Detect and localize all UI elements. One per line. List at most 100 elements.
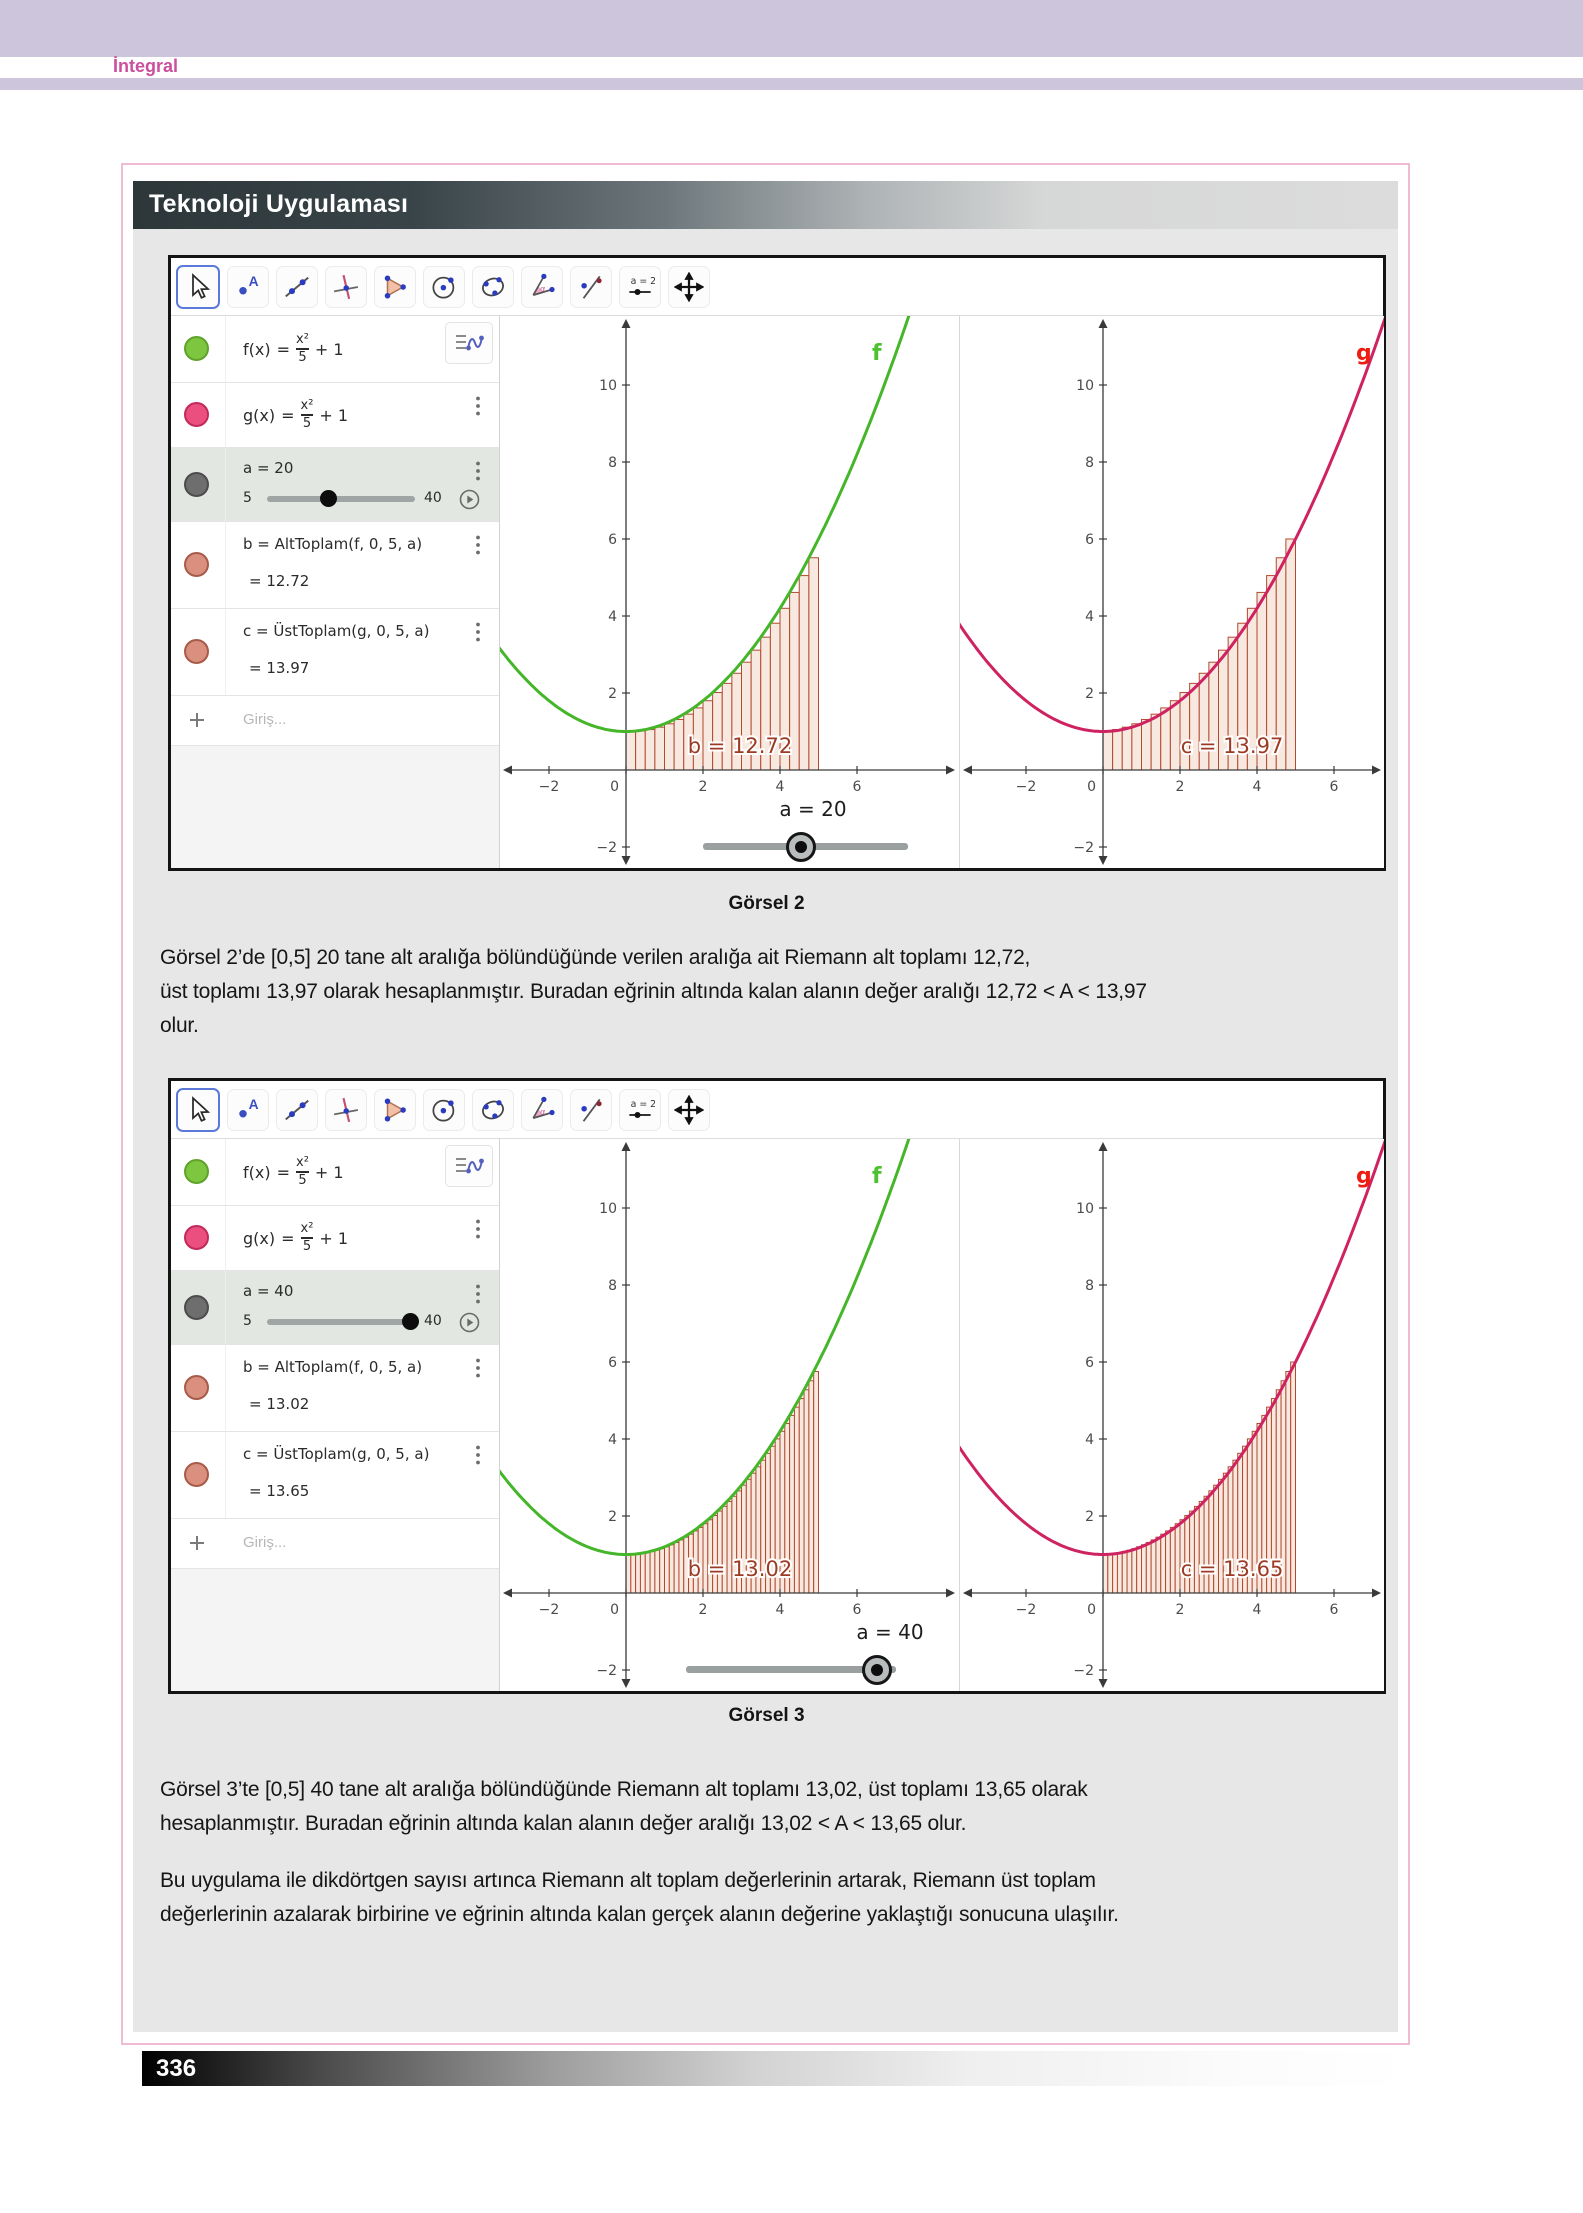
svg-text:−2: −2	[1016, 1602, 1037, 1618]
visibility-toggle-f[interactable]	[184, 336, 209, 361]
algebra-row-b: b = AltToplam(f, 0, 5, a) = 12.72	[171, 522, 499, 609]
graphics-view-g[interactable]: 10 8 6 4 2 −2 −2 0 2 4 6 g c = 13.65	[959, 1139, 1384, 1691]
svg-text:g: g	[1356, 1164, 1372, 1189]
algebra-row-a-slider: a = 20 5 40	[171, 448, 499, 522]
row-menu-icon[interactable]	[475, 1283, 481, 1310]
svg-text:6: 6	[1085, 532, 1094, 548]
riemann-lower-sum-plot[interactable]: 10 8 6 4 2 −2 −2 0 2 4 6 f b = 12.72	[500, 316, 958, 868]
slider-tool[interactable]: a = 2	[619, 1088, 661, 1131]
svg-text:A: A	[249, 273, 259, 288]
paragraph-gorsel3: Görsel 3’te [0,5] 40 tane alt aralığa bö…	[160, 1773, 1390, 1841]
algebra-input-placeholder: Giriş...	[243, 1534, 287, 1551]
svg-text:6: 6	[1330, 779, 1339, 795]
f-lhs: f(x)	[243, 1162, 271, 1182]
svg-text:6: 6	[1330, 1602, 1339, 1618]
graphics-view-f[interactable]: 10 8 6 4 2 −2 −2 0 2 4 6 f b = 12.72 a = 20	[500, 316, 958, 868]
point-tool[interactable]: A	[227, 265, 269, 308]
graphics-view-f[interactable]: 10 8 6 4 2 −2 −2 0 2 4 6 f b = 13.02 a = 40	[500, 1139, 958, 1691]
svg-text:−2: −2	[1073, 1663, 1094, 1679]
algebra-row-b: b = AltToplam(f, 0, 5, a) = 13.02	[171, 1345, 499, 1432]
algebra-empty-area	[171, 746, 499, 868]
move-graphics-view-tool[interactable]	[668, 1088, 710, 1131]
row-menu-icon[interactable]	[475, 1218, 481, 1245]
slider-knob[interactable]	[320, 490, 337, 507]
svg-text:2: 2	[608, 686, 617, 702]
visibility-toggle-f[interactable]	[184, 1159, 209, 1184]
svg-text:c = 13.97: c = 13.97	[1181, 734, 1284, 758]
slider-a-value: a = 20	[243, 459, 294, 477]
graphics-view-g[interactable]: 10 8 6 4 2 −2 −2 0 2 4 6 g c = 13.97	[959, 316, 1384, 868]
slider-track[interactable]	[267, 1319, 415, 1325]
row-menu-icon[interactable]	[475, 1444, 481, 1471]
svg-text:4: 4	[1085, 609, 1094, 625]
slider-knob[interactable]	[402, 1313, 419, 1330]
svg-text:8: 8	[608, 455, 617, 471]
paragraph-line: hesaplanmıştır. Buradan eğrinin altında …	[160, 1812, 967, 1835]
move-graphics-view-tool[interactable]	[668, 265, 710, 308]
polygon-tool[interactable]	[374, 265, 416, 308]
row-menu-icon[interactable]	[475, 621, 481, 648]
visibility-toggle-a[interactable]	[184, 471, 209, 497]
svg-text:10: 10	[1076, 378, 1094, 394]
slider-tool[interactable]: a = 2	[619, 265, 661, 308]
slider-track[interactable]	[267, 496, 415, 502]
visibility-toggle-b[interactable]	[184, 1375, 209, 1400]
svg-text:0: 0	[610, 779, 619, 795]
visibility-toggle-c[interactable]	[184, 1462, 209, 1487]
move-tool[interactable]	[176, 264, 220, 309]
visibility-toggle-a[interactable]	[184, 1294, 209, 1320]
algebra-empty-area	[171, 1569, 499, 1691]
visibility-toggle-c[interactable]	[184, 639, 209, 664]
riemann-lower-sum-plot[interactable]: 10 8 6 4 2 −2 −2 0 2 4 6 f b = 13.02	[500, 1139, 958, 1691]
line-tool[interactable]	[276, 1088, 318, 1131]
angle-tool[interactable]: α	[521, 265, 563, 308]
riemann-upper-sum-plot[interactable]: 10 8 6 4 2 −2 −2 0 2 4 6 g c = 13.97	[960, 316, 1384, 868]
geogebra-toolbar: A α a = 2	[171, 1081, 1383, 1139]
line-tool[interactable]	[276, 265, 318, 308]
paragraph-gorsel2: Görsel 2’de [0,5] 20 tane alt aralığa bö…	[160, 941, 1390, 1043]
circle-tool[interactable]	[423, 1088, 465, 1131]
row-menu-icon[interactable]	[475, 534, 481, 561]
svg-text:4: 4	[776, 779, 785, 795]
animate-play-icon[interactable]	[459, 1312, 480, 1338]
b-formula: b = AltToplam(f, 0, 5, a)	[243, 535, 423, 553]
algebra-style-icon[interactable]	[445, 322, 493, 364]
geogebra-screenshot-gorsel2: A α a = 2 f(x) = x² 5 + 1 g(x)	[168, 255, 1386, 871]
row-menu-icon[interactable]	[475, 1357, 481, 1384]
visibility-toggle-g[interactable]	[184, 1225, 209, 1250]
graph-slider-track[interactable]	[686, 1666, 896, 1673]
algebra-input-row[interactable]: Giriş...	[171, 1519, 499, 1569]
visibility-toggle-b[interactable]	[184, 552, 209, 577]
svg-text:0: 0	[1087, 779, 1096, 795]
paragraph-line: Görsel 3’te [0,5] 40 tane alt aralığa bö…	[160, 1778, 1088, 1801]
animate-play-icon[interactable]	[459, 489, 480, 515]
svg-text:2: 2	[1085, 1509, 1094, 1525]
paragraph-line: Bu uygulama ile dikdörtgen sayısı artınc…	[160, 1869, 1096, 1892]
visibility-toggle-g[interactable]	[184, 402, 209, 427]
row-menu-icon[interactable]	[475, 460, 481, 487]
graph-slider-knob[interactable]	[786, 832, 816, 862]
reflect-tool[interactable]	[570, 265, 612, 308]
svg-text:A: A	[249, 1096, 259, 1111]
riemann-upper-sum-plot[interactable]: 10 8 6 4 2 −2 −2 0 2 4 6 g c = 13.65	[960, 1139, 1384, 1691]
row-menu-icon[interactable]	[475, 395, 481, 422]
polygon-tool[interactable]	[374, 1088, 416, 1131]
perpendicular-line-tool[interactable]	[325, 1088, 367, 1131]
algebra-input-row[interactable]: Giriş...	[171, 696, 499, 746]
conic-tool[interactable]	[472, 1088, 514, 1131]
algebra-style-icon[interactable]	[445, 1145, 493, 1187]
plus-icon	[188, 1534, 206, 1557]
svg-text:2: 2	[1085, 686, 1094, 702]
top-purple-band	[0, 0, 1583, 57]
move-tool[interactable]	[176, 1087, 220, 1132]
svg-text:6: 6	[608, 1355, 617, 1371]
svg-text:4: 4	[1085, 1432, 1094, 1448]
angle-tool[interactable]: α	[521, 1088, 563, 1131]
point-tool[interactable]: A	[227, 1088, 269, 1131]
perpendicular-line-tool[interactable]	[325, 265, 367, 308]
graph-slider-knob[interactable]	[862, 1655, 892, 1685]
circle-tool[interactable]	[423, 265, 465, 308]
conic-tool[interactable]	[472, 265, 514, 308]
reflect-tool[interactable]	[570, 1088, 612, 1131]
svg-text:g: g	[1356, 341, 1372, 366]
